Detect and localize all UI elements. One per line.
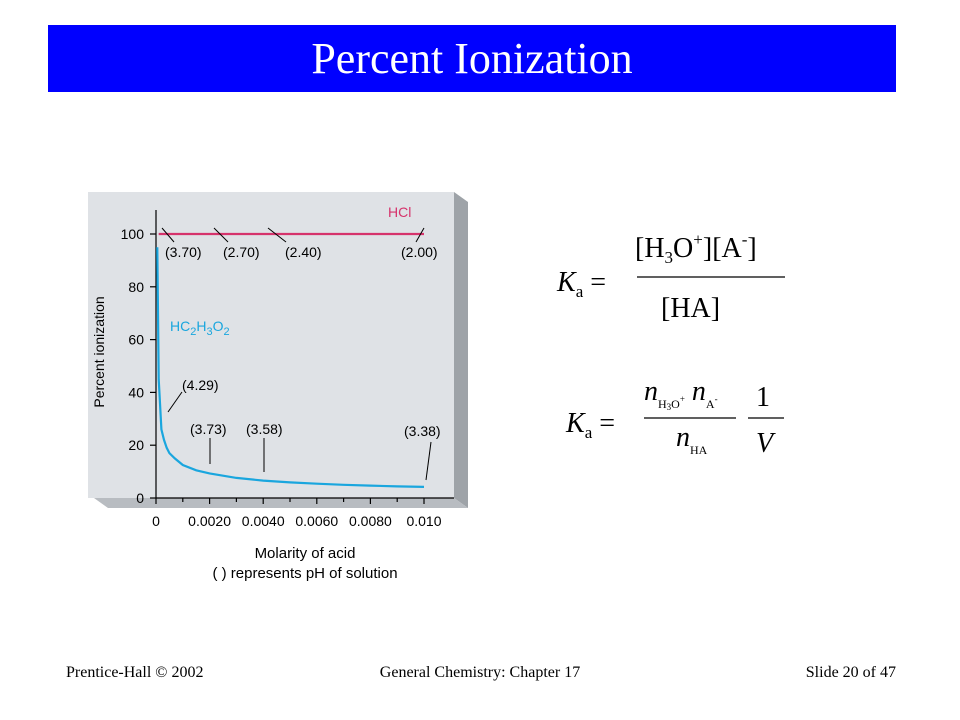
- y-axis-label: Percent ionization: [91, 296, 107, 407]
- annotation-hcl-2: (2.70): [223, 244, 260, 260]
- annotation-hcl-4: (2.00): [401, 244, 438, 260]
- ka-moles-formula: Ka = nH3O+ nA- nHA 1 V: [565, 376, 784, 459]
- annotation-pointer: [213, 227, 229, 243]
- chart-background: [88, 192, 454, 498]
- y-tick-label: 0: [136, 490, 144, 506]
- x-axis-label: Molarity of acid: [255, 545, 356, 562]
- percent-ionization-chart: 0 20 40 60 80 100 0 0.0020 0.0040 0.0060 0.0080 0.…: [88, 192, 468, 582]
- y-ticks: 0 20 40 60 80 100: [121, 226, 156, 506]
- x-tick-label: 0.010: [406, 513, 441, 529]
- annotation-pointer: [161, 227, 175, 243]
- chart-bottom-shadow: [94, 498, 468, 508]
- annotation-acetic-3: (3.58): [246, 421, 283, 437]
- annotation-pointer: [267, 227, 287, 243]
- annotation-pointer: [167, 391, 183, 413]
- ka-symbol-2: Ka =: [565, 408, 615, 442]
- footer-publisher: Prentice-Hall © 2002: [66, 664, 204, 681]
- series-layer: [156, 232, 425, 488]
- y-tick-label: 40: [128, 384, 144, 400]
- acetic-annotation-pointers: [167, 391, 432, 481]
- series-label-acetic: HC2H3O2: [170, 318, 230, 338]
- chart-side-shadow: [454, 192, 468, 508]
- footer-slide-number: Slide 20 of 47: [805, 664, 896, 681]
- y-tick-label: 60: [128, 332, 144, 348]
- y-tick-label: 100: [121, 226, 145, 242]
- title-bar: Percent Ionization: [48, 25, 896, 92]
- footer-course: General Chemistry: Chapter 17: [379, 664, 581, 681]
- chart-panel: 0 20 40 60 80 100 0 0.0020 0.0040 0.0060 0.0080 0.…: [86, 180, 470, 590]
- annotation-hcl-3: (2.40): [285, 244, 322, 260]
- annotation-pointer: [425, 441, 432, 481]
- series-line-acetic: [156, 247, 425, 488]
- y-tick-label: 80: [128, 279, 144, 295]
- x-tick-label: 0.0060: [295, 513, 338, 529]
- x-tick-label: 0: [152, 513, 160, 529]
- volume-denominator: V: [756, 428, 776, 459]
- ka-numerator: [H3O+][A-]: [635, 230, 757, 267]
- x-tick-label: 0.0080: [349, 513, 392, 529]
- x-ticks: 0 0.0020 0.0040 0.0060 0.0080 0.010: [152, 498, 442, 529]
- annotation-hcl-1: (3.70): [165, 244, 202, 260]
- annotation-pointer: [415, 227, 425, 243]
- moles-numerator: nH3O+ nA-: [644, 376, 718, 412]
- ka-symbol: Ka =: [556, 267, 606, 301]
- annotation-acetic-4: (3.38): [404, 423, 441, 439]
- ka-denominator: [HA]: [661, 293, 720, 324]
- annotation-acetic-2: (3.73): [190, 421, 227, 437]
- slide-title: Percent Ionization: [311, 34, 633, 83]
- x-tick-label: 0.0040: [242, 513, 285, 529]
- x-tick-label: 0.0020: [188, 513, 231, 529]
- y-tick-label: 20: [128, 437, 144, 453]
- ka-concentration-formula: Ka = [H3O+][A-] [HA]: [556, 230, 785, 324]
- annotation-acetic-1: (4.29): [182, 377, 219, 393]
- hcl-annotations: [161, 227, 425, 243]
- x-axis-note: ( ) represents pH of solution: [212, 565, 397, 582]
- moles-denominator: nHA: [676, 422, 708, 457]
- volume-numerator: 1: [756, 382, 770, 413]
- series-label-hcl: HCl: [388, 204, 411, 220]
